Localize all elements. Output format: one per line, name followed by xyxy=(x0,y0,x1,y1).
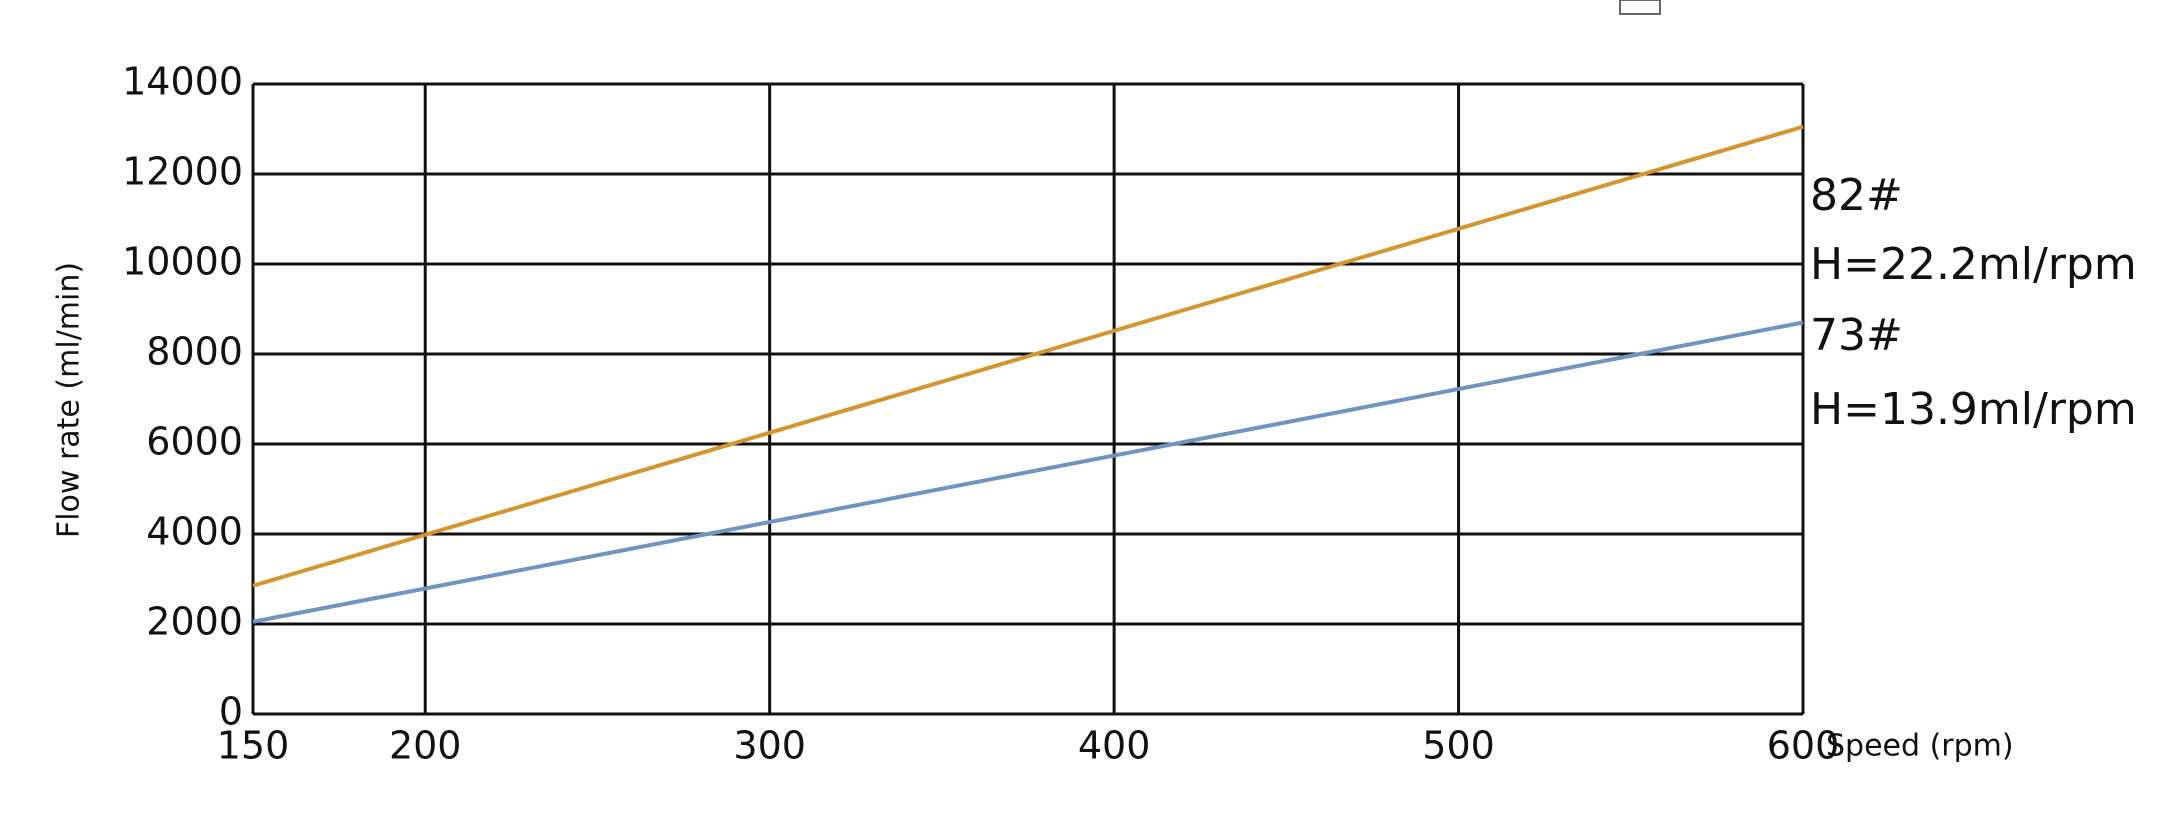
x-tick-label: 600 xyxy=(1767,724,1840,768)
series-label: 82# xyxy=(1810,170,1903,221)
series-line xyxy=(252,124,1804,588)
y-tick-label: 4000 xyxy=(146,510,243,554)
y-tick-label: 10000 xyxy=(122,240,243,284)
x-tick-label: 300 xyxy=(733,724,806,768)
y-tick-label: 12000 xyxy=(122,150,243,194)
toolbar-icon xyxy=(1619,0,1661,15)
series-label: 73# xyxy=(1810,310,1903,361)
y-tick-label: 8000 xyxy=(146,330,243,374)
series-annotation: H=13.9ml/rpm xyxy=(1810,384,2137,435)
y-tick-label: 0 xyxy=(219,690,243,734)
series-annotation: H=22.2ml/rpm xyxy=(1810,239,2137,290)
x-tick-label: 150 xyxy=(217,724,290,768)
x-tick-label: 500 xyxy=(1422,724,1495,768)
y-tick-label: 2000 xyxy=(146,600,243,644)
x-axis-label: Speed (rpm) xyxy=(1826,729,2014,764)
x-tick-label: 200 xyxy=(389,724,462,768)
series-line xyxy=(252,320,1804,624)
y-tick-label: 6000 xyxy=(146,420,243,464)
y-tick-label: 14000 xyxy=(122,60,243,104)
y-axis-label: Flow rate (ml/min) xyxy=(52,262,87,538)
x-tick-label: 400 xyxy=(1078,724,1151,768)
